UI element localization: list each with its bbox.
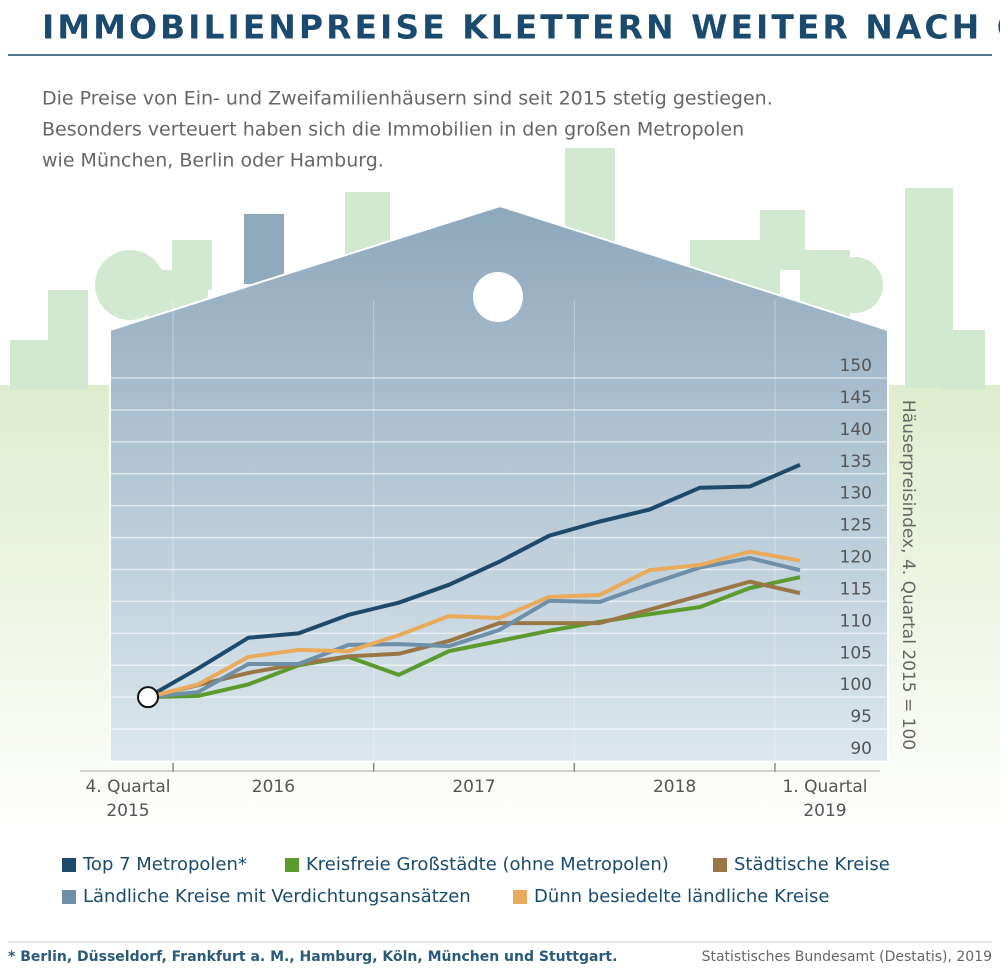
title: IMMOBILIENPREISE KLETTERN WEITER NACH OB…: [42, 8, 1000, 47]
legend-swatch: [513, 890, 527, 904]
house: [109, 204, 889, 763]
legend-swatch: [713, 858, 727, 872]
y-tick-label: 115: [840, 579, 872, 599]
source: Statistisches Bundesamt (Destatis), 2019: [702, 949, 992, 965]
legend-label: Kreisfreie Großstädte (ohne Metropolen): [306, 854, 669, 875]
y-tick-label: 150: [840, 356, 872, 376]
y-tick-label: 120: [840, 548, 872, 568]
x-tick-label: 4. Quartal 2015: [86, 777, 171, 821]
y-tick-label: 135: [840, 452, 872, 472]
legend-label: Städtische Kreise: [734, 854, 890, 875]
x-tick-label: 2016: [252, 777, 295, 797]
y-tick-label: 100: [840, 675, 872, 695]
x-tick-label-line: 4. Quartal: [86, 777, 171, 797]
legend-swatch: [285, 858, 299, 872]
x-tick-label: 2017: [452, 777, 495, 797]
y-tick-label: 140: [840, 420, 872, 440]
legend-label: Dünn besiedelte ländliche Kreise: [534, 886, 829, 907]
y-tick-label: 95: [850, 707, 872, 727]
legend-swatch: [62, 890, 76, 904]
x-tick-label: 1. Quartal 2019: [783, 777, 868, 821]
subtitle: Die Preise von Ein- und Zweifamilienhäus…: [42, 88, 773, 110]
series-line: [147, 462, 801, 699]
subtitle: Besonders verteuert haben sich die Immob…: [42, 119, 744, 141]
x-tick-label: 2018: [653, 777, 696, 797]
x-tick-label-line: 2019: [803, 801, 846, 821]
legend-label: Top 7 Metropolen*: [82, 854, 247, 875]
y-tick-label: 110: [840, 611, 872, 631]
y-axis-title: Häuserpreisindex, 4. Quartal 2015 = 100: [898, 400, 918, 750]
legend-label: Ländliche Kreise mit Verdichtungsansätze…: [83, 886, 471, 907]
y-tick-label: 125: [840, 516, 872, 536]
chimney: [244, 214, 284, 284]
series-line: [147, 556, 801, 700]
y-tick-label: 130: [840, 484, 872, 504]
y-tick-label: 105: [840, 643, 872, 663]
house-window: [473, 272, 523, 322]
x-tick-label-line: 2015: [106, 801, 149, 821]
series-line: [147, 575, 801, 700]
x-tick-label-line: 1. Quartal: [783, 777, 868, 797]
y-tick-label: 145: [840, 388, 872, 408]
subtitle: wie München, Berlin oder Hamburg.: [42, 150, 384, 172]
series-line: [147, 579, 801, 700]
y-tick-label: 90: [850, 739, 872, 759]
series-line: [147, 549, 801, 700]
plot: 90 95 100 105 110 115 120 125 130 135 140 145 150 4. …: [80, 300, 888, 821]
start-marker: [137, 686, 159, 709]
footnote: * Berlin, Düsseldorf, Frankfurt a. M., H…: [8, 949, 617, 965]
legend-swatch: [62, 858, 76, 872]
